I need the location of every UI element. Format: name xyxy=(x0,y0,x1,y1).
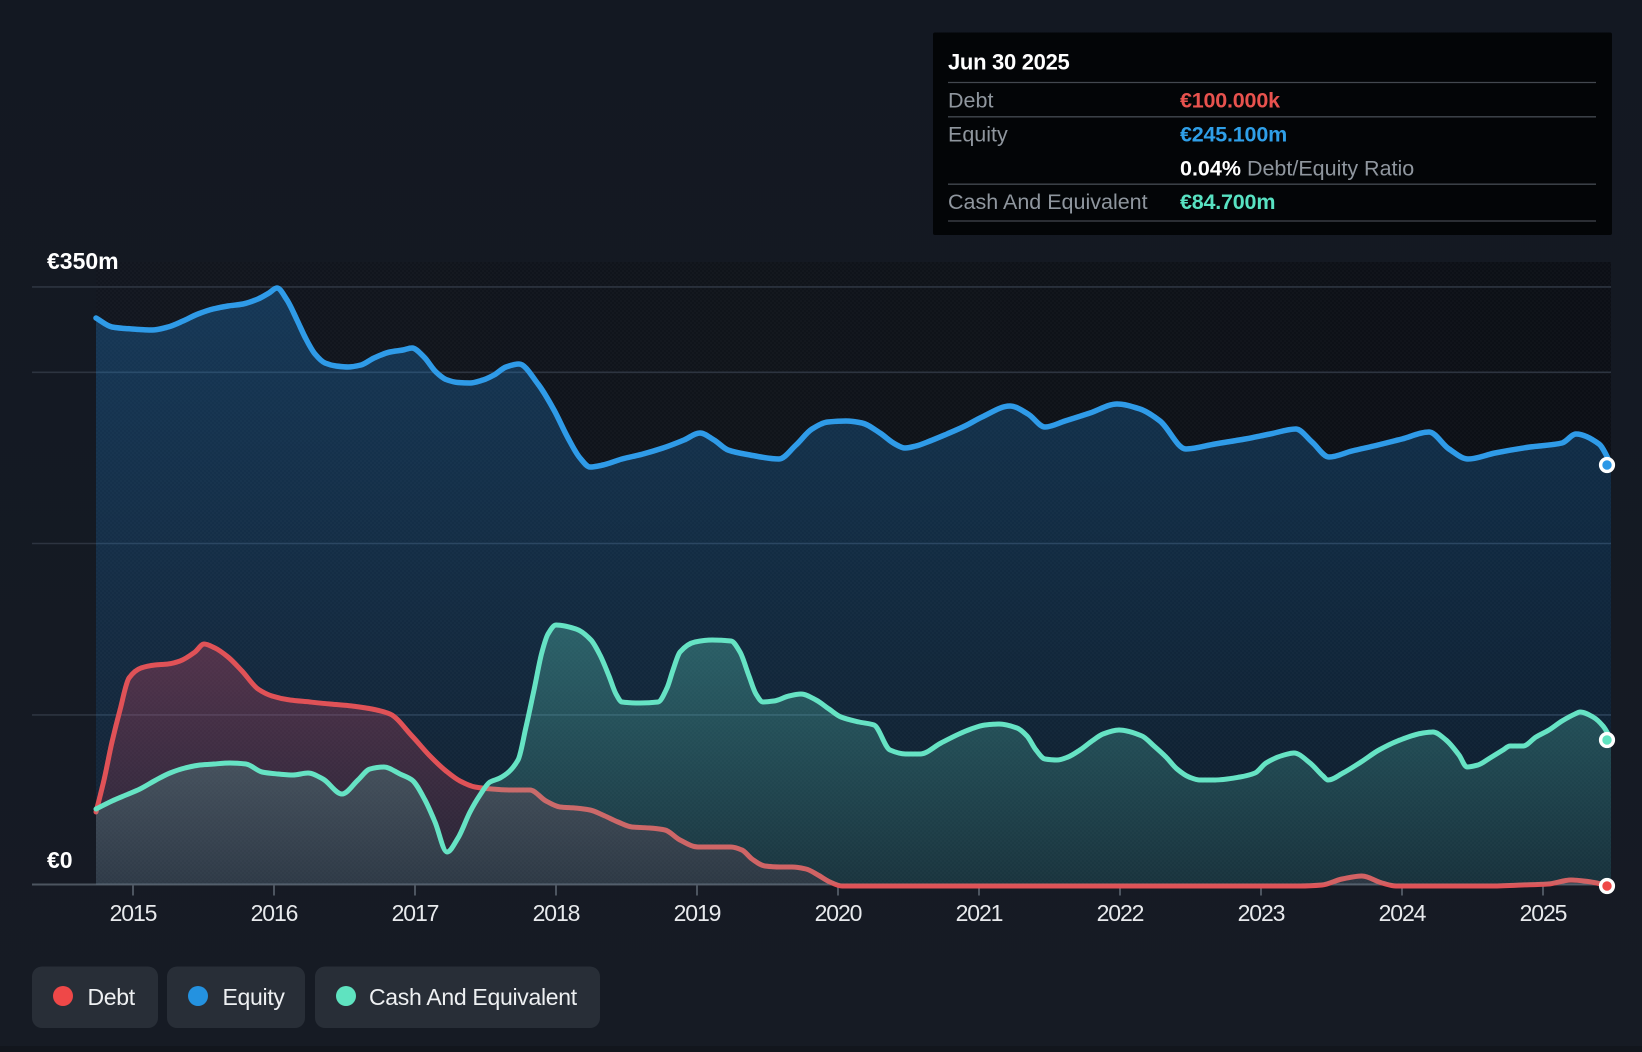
svg-text:Equity: Equity xyxy=(948,123,1008,147)
svg-text:2023: 2023 xyxy=(1238,900,1285,926)
svg-text:2024: 2024 xyxy=(1379,900,1427,926)
svg-text:2015: 2015 xyxy=(110,900,157,926)
svg-text:Cash And Equivalent: Cash And Equivalent xyxy=(948,190,1148,214)
svg-text:€245.100m: €245.100m xyxy=(1180,123,1287,147)
svg-text:2025: 2025 xyxy=(1520,900,1567,926)
svg-text:€100.000k: €100.000k xyxy=(1180,89,1280,113)
svg-text:Equity: Equity xyxy=(223,984,286,1010)
svg-text:2016: 2016 xyxy=(251,900,298,926)
svg-text:Debt: Debt xyxy=(88,984,136,1010)
svg-text:2021: 2021 xyxy=(956,900,1003,926)
svg-text:2018: 2018 xyxy=(533,900,580,926)
svg-text:2020: 2020 xyxy=(815,900,862,926)
svg-text:Debt: Debt xyxy=(948,89,993,113)
svg-text:2022: 2022 xyxy=(1097,900,1144,926)
svg-text:0.04% Debt/Equity Ratio: 0.04% Debt/Equity Ratio xyxy=(1180,157,1414,181)
svg-text:2017: 2017 xyxy=(392,900,439,926)
svg-text:€0: €0 xyxy=(47,847,73,873)
svg-text:2019: 2019 xyxy=(674,900,721,926)
svg-text:Cash And Equivalent: Cash And Equivalent xyxy=(369,984,578,1010)
svg-text:Jun 30 2025: Jun 30 2025 xyxy=(948,50,1070,75)
svg-text:€350m: €350m xyxy=(47,248,119,274)
svg-text:€84.700m: €84.700m xyxy=(1180,190,1275,214)
